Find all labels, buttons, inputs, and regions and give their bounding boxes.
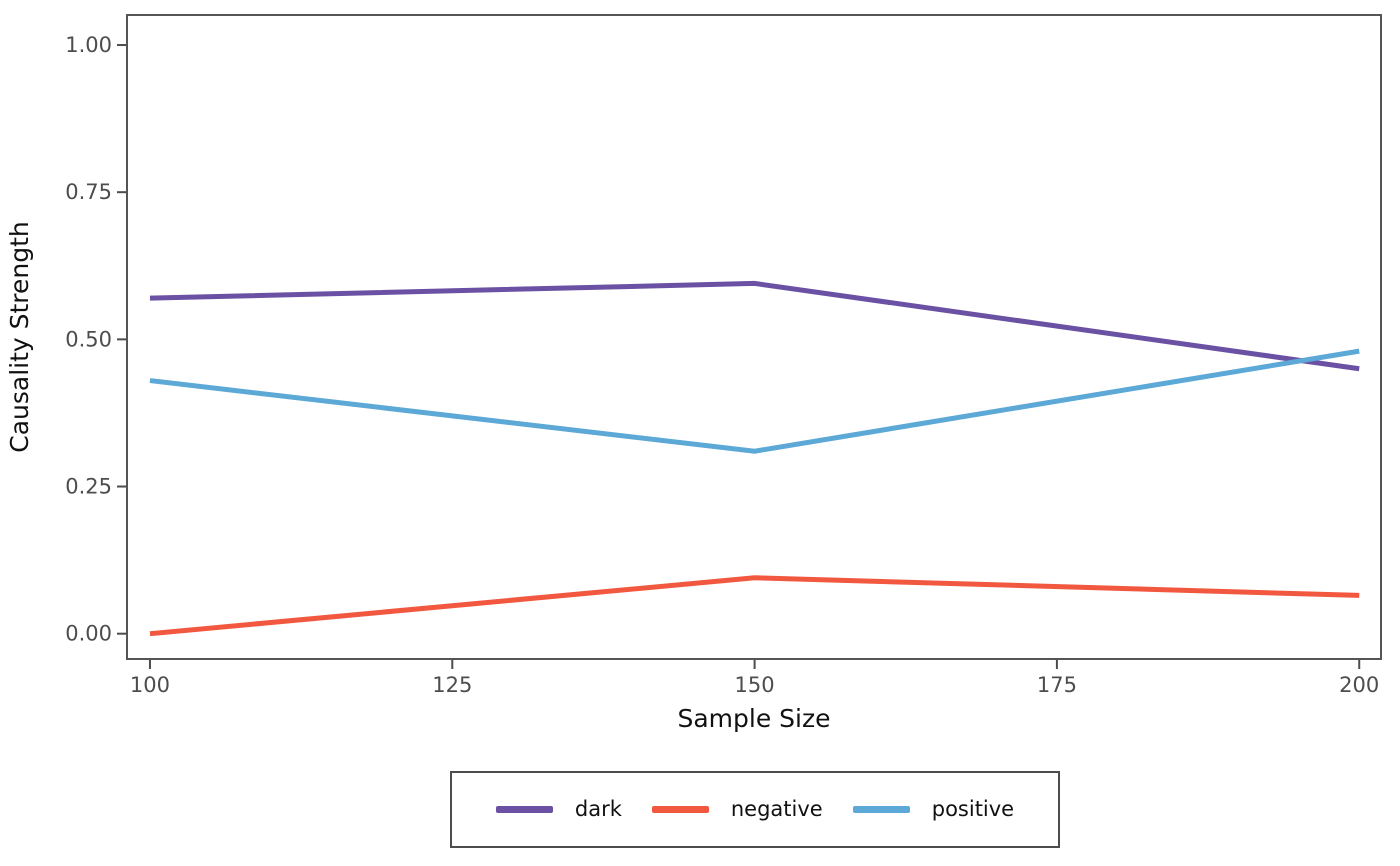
x-tick-label: 125 [432, 673, 472, 697]
legend-item-positive: positive [852, 797, 1015, 821]
x-axis-title: Sample Size [677, 704, 830, 733]
legend-swatch-negative [651, 806, 709, 813]
x-tick-label: 175 [1037, 673, 1077, 697]
legend-swatch-positive [852, 806, 910, 813]
legend: dark negative positive [450, 771, 1060, 848]
line-series-positive [149, 348, 1360, 454]
y-tick-label: 0.50 [65, 327, 112, 351]
legend-label-negative: negative [730, 797, 823, 821]
line-series-negative [149, 575, 1360, 637]
legend-label-positive: positive [931, 797, 1015, 821]
plot-area: 100 125 150 175 200 0.00 0.25 0.50 0.75 1.00 Sampl… [5, 14, 1382, 733]
y-tick-label: 0.75 [65, 180, 112, 204]
y-axis-title: Causality Strength [5, 221, 34, 453]
line-series-dark [149, 280, 1360, 372]
legend-item-dark: dark [495, 797, 622, 821]
legend-label-dark: dark [574, 797, 622, 821]
legend-swatch-dark [495, 806, 553, 813]
y-tick-label: 1.00 [65, 33, 112, 57]
x-tick-label: 200 [1339, 673, 1379, 697]
y-tick-label: 0.00 [65, 622, 112, 646]
legend-item-negative: negative [651, 797, 823, 821]
x-tick-label: 150 [735, 673, 775, 697]
y-tick-label: 0.25 [65, 475, 112, 499]
panel-border [126, 14, 1382, 660]
x-tick-label: 100 [130, 673, 170, 697]
